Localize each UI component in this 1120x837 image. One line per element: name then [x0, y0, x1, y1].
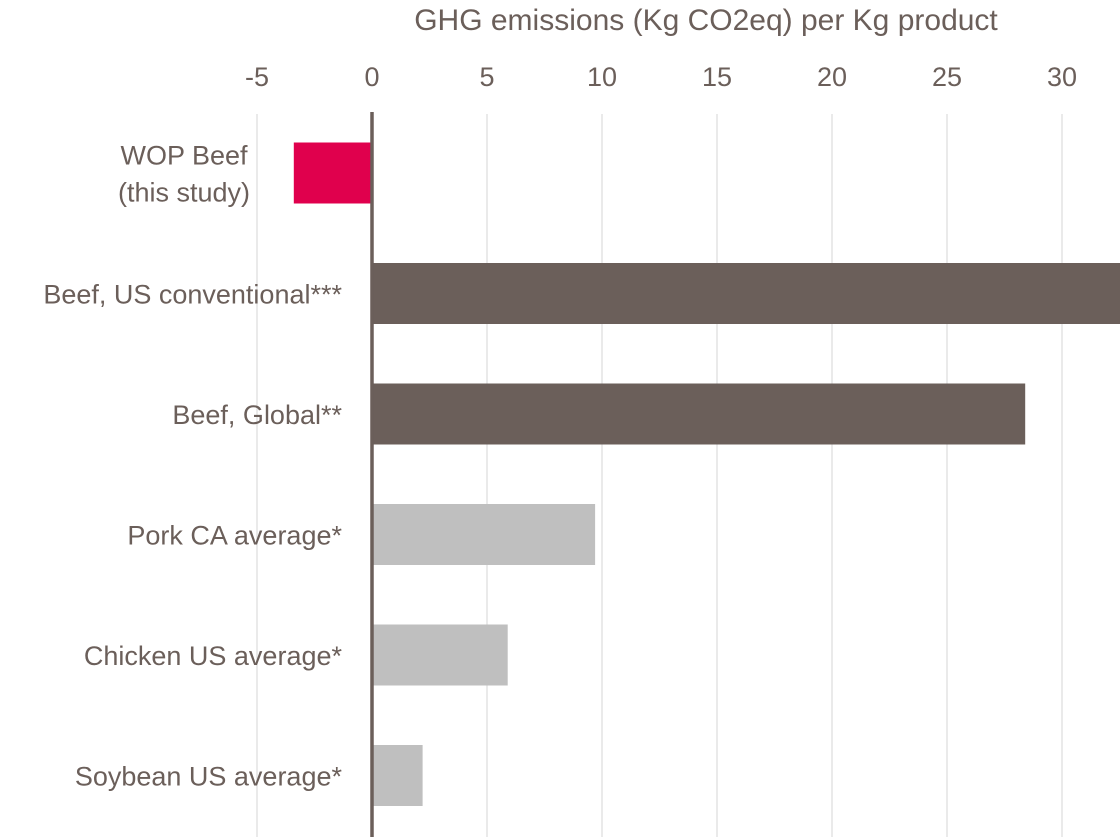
x-tick-label: 0 — [364, 62, 379, 92]
category-label: Beef, US conventional*** — [43, 280, 342, 310]
category-label: Pork CA average* — [127, 521, 342, 551]
category-label: Soybean US average* — [75, 762, 343, 792]
category-label: (this study) — [118, 178, 250, 208]
category-label: WOP Beef — [120, 141, 248, 171]
x-tick-label: 15 — [702, 62, 732, 92]
bar — [293, 142, 372, 204]
bar — [372, 745, 423, 806]
x-tick-label: 5 — [479, 62, 494, 92]
bar — [372, 624, 508, 686]
x-tick-label: 20 — [817, 62, 847, 92]
bar — [372, 504, 596, 565]
x-axis-title: GHG emissions (Kg CO2eq) per Kg product — [414, 4, 998, 37]
bar — [372, 263, 1120, 324]
x-tick-label: 10 — [587, 62, 617, 92]
category-label: Chicken US average* — [84, 641, 343, 671]
bar — [372, 383, 1026, 445]
category-label: Beef, Global** — [172, 400, 342, 430]
x-tick-label: 25 — [932, 62, 962, 92]
x-tick-label: -5 — [245, 62, 269, 92]
x-tick-label: 30 — [1047, 62, 1077, 92]
